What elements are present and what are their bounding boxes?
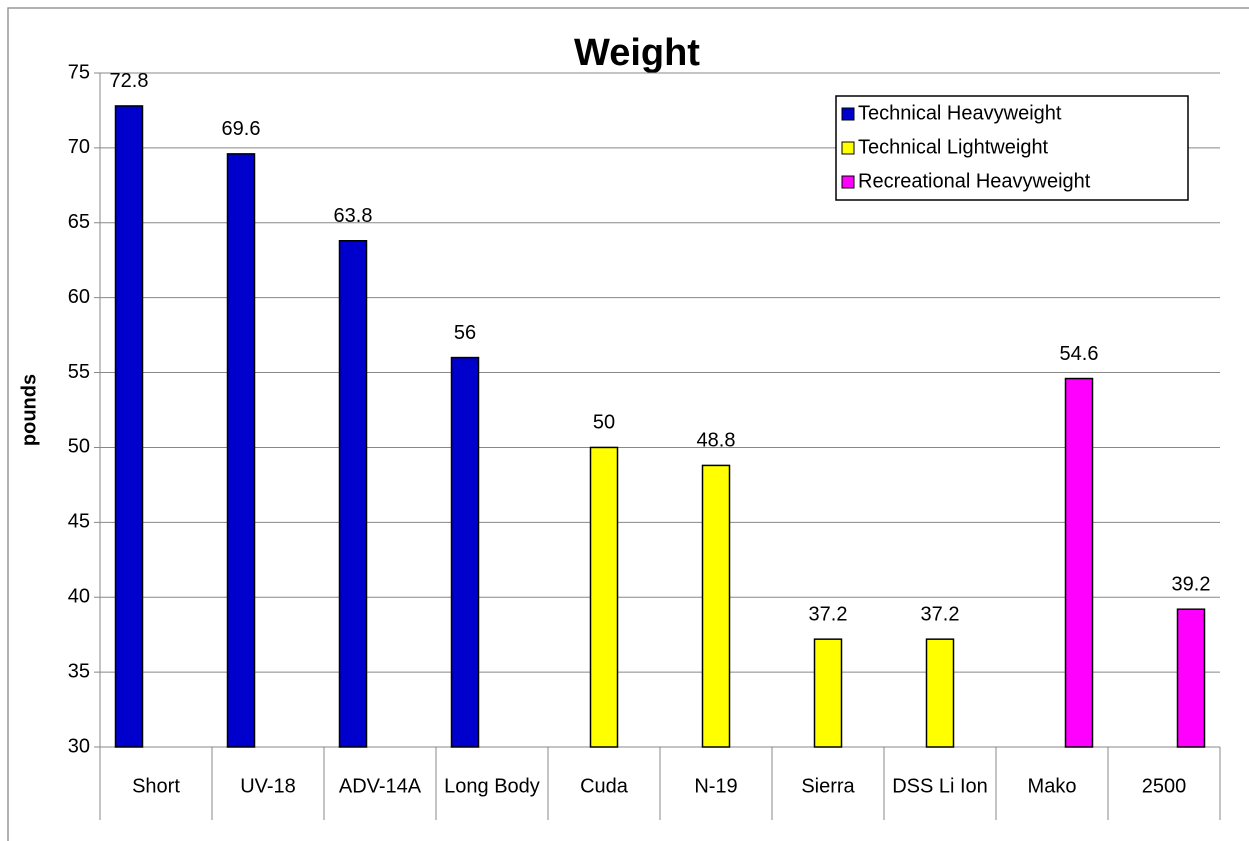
y-tick-label: 35 xyxy=(68,660,90,682)
y-tick-label: 60 xyxy=(68,286,90,308)
legend-label: Technical Lightweight xyxy=(858,136,1049,158)
chart-title: Weight xyxy=(574,32,700,74)
data-label: 63.8 xyxy=(334,205,373,227)
y-tick-label: 45 xyxy=(68,511,90,533)
data-label: 54.6 xyxy=(1060,343,1099,365)
bar xyxy=(226,153,256,748)
x-tick-label: UV-18 xyxy=(240,775,296,797)
bar xyxy=(114,105,144,748)
y-tick-label: 65 xyxy=(68,211,90,233)
y-axis-label: pounds xyxy=(18,374,40,446)
legend-label: Recreational Heavyweight xyxy=(858,170,1091,192)
x-tick-label: N-19 xyxy=(694,775,737,797)
y-tick-label: 70 xyxy=(68,136,90,158)
x-tick-label: Mako xyxy=(1028,775,1077,797)
legend-swatch xyxy=(841,141,855,155)
legend-label: Technical Heavyweight xyxy=(858,102,1062,124)
legend-box xyxy=(835,95,1189,201)
bar xyxy=(813,638,843,748)
chart-frame xyxy=(7,7,1249,841)
bar xyxy=(701,464,731,748)
data-label: 50 xyxy=(593,412,615,434)
data-label: 39.2 xyxy=(1172,573,1211,595)
y-tick-label: 30 xyxy=(68,735,90,757)
legend-swatch xyxy=(841,107,855,121)
bar xyxy=(1176,608,1206,748)
data-label: 37.2 xyxy=(809,603,848,625)
bar xyxy=(589,446,619,748)
y-tick-label: 50 xyxy=(68,436,90,458)
x-tick-label: Sierra xyxy=(801,775,855,797)
x-tick-label: 2500 xyxy=(1142,775,1187,797)
legend-swatch xyxy=(841,175,855,189)
data-label: 69.6 xyxy=(222,118,261,140)
x-tick-label: ADV-14A xyxy=(339,775,422,797)
x-tick-label: DSS Li Ion xyxy=(892,775,988,797)
x-tick-label: Short xyxy=(132,775,180,797)
x-tick-label: Long Body xyxy=(444,775,540,797)
bar xyxy=(338,240,368,748)
bar xyxy=(450,356,480,748)
data-label: 56 xyxy=(454,322,476,344)
bar xyxy=(925,638,955,748)
x-tick-label: Cuda xyxy=(580,775,629,797)
data-label: 37.2 xyxy=(921,603,960,625)
data-label: 48.8 xyxy=(697,430,736,452)
bar xyxy=(1064,377,1094,748)
y-tick-label: 40 xyxy=(68,586,90,608)
y-tick-label: 55 xyxy=(68,361,90,383)
data-label: 72.8 xyxy=(110,70,149,92)
y-tick-label: 75 xyxy=(68,61,90,83)
